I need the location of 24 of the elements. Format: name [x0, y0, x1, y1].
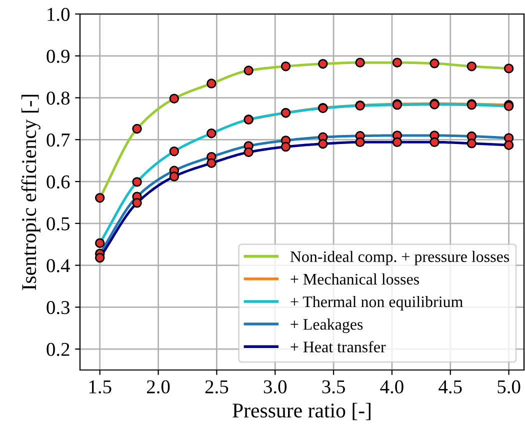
legend-label: Non-ideal comp. + pressure losses	[290, 250, 510, 266]
y-tick-label: 1.0	[48, 8, 70, 22]
x-tick-label: 4.0	[380, 380, 404, 394]
legend-label: + Heat transfer	[290, 340, 386, 352]
y-tick-label: 0.6	[46, 175, 70, 189]
y-tick-label: 0.9	[46, 50, 70, 63]
y-tick-label: 0.3	[46, 300, 70, 314]
y-tick-label: 0.4	[46, 259, 70, 272]
y-tick-label: 0.2	[46, 342, 70, 356]
x-tick-label: 5.0	[498, 380, 520, 394]
x-tick-label: 1.5	[89, 380, 112, 394]
y-tick-label: 0.5	[46, 217, 70, 230]
legend-label: + Leakages	[290, 318, 363, 334]
legend-label: + Thermal non equilibrium	[290, 296, 463, 310]
x-axis-title: Pressure ratio [-]	[232, 402, 370, 420]
x-tick-label: 3.5	[322, 380, 345, 394]
x-tick-label: 4.5	[438, 380, 462, 394]
y-axis-title: Isentropic efficiency [-]	[21, 94, 40, 290]
x-tick-label: 2.5	[205, 380, 228, 394]
y-tick-label: 0.8	[46, 92, 70, 105]
x-tick-label: 2.0	[146, 380, 170, 394]
x-tick-label: 3.0	[264, 380, 287, 394]
y-tick-label: 0.7	[46, 133, 70, 147]
legend-label: + Mechanical losses	[290, 273, 419, 285]
